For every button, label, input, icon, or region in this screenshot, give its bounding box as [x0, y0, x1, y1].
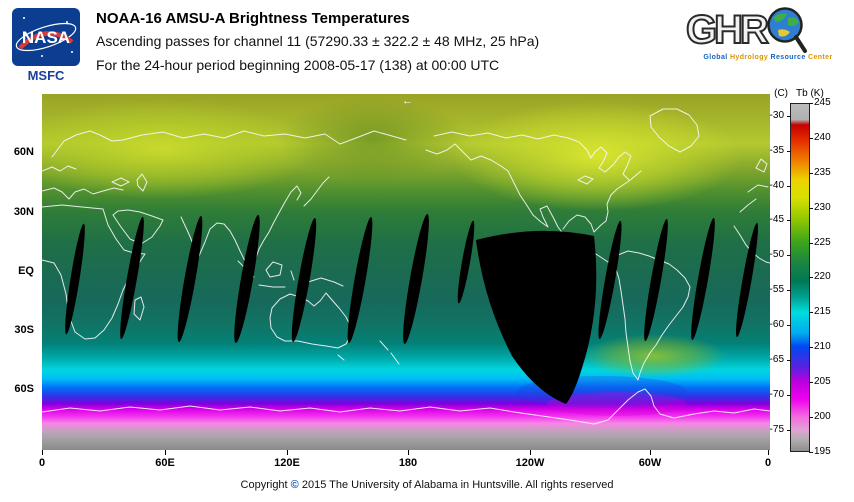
- celsius-tick-label: -50: [754, 249, 791, 260]
- nasa-logo: NASA: [12, 8, 80, 71]
- page-title: NOAA-16 AMSU-A Brightness Temperatures: [96, 10, 410, 27]
- coastlines: [41, 108, 771, 425]
- kelvin-tick-label: 235: [809, 167, 844, 178]
- ghrc-caption: Global Hydrology Resource Center: [686, 54, 850, 61]
- ghrc-caption-word: Resource: [770, 54, 806, 61]
- celsius-tick-label: -75: [754, 424, 791, 435]
- lat-tick-label: 30N: [13, 206, 34, 218]
- celsius-tick-label: -35: [754, 145, 791, 156]
- large-missing-swath: [476, 230, 597, 404]
- lon-tick-label: 60W: [638, 457, 662, 469]
- brightness-temperature-map: ←: [7, 94, 771, 450]
- lon-tick-label: 60E: [155, 457, 175, 469]
- lon-tick-label: 180: [398, 457, 418, 469]
- colorbar-celsius-header: (C): [774, 88, 788, 99]
- lon-tick-mark: [650, 450, 651, 455]
- kelvin-tick-label: 205: [809, 376, 844, 387]
- copyright-symbol: ©: [290, 479, 299, 491]
- period-line: For the 24-hour period beginning 2008-05…: [96, 57, 500, 73]
- world-map: ←: [7, 94, 771, 450]
- lon-tick-label: 120E: [274, 457, 300, 469]
- celsius-tick-label: -40: [754, 180, 791, 191]
- celsius-tick-label: -30: [754, 110, 791, 121]
- copyright-line: Copyright © 2015 The University of Alaba…: [0, 479, 854, 491]
- temperature-field: [7, 94, 770, 450]
- colorbar-kelvin-header: Tb (K): [796, 88, 824, 99]
- kelvin-tick-label: 215: [809, 306, 844, 317]
- lon-tick-mark: [165, 450, 166, 455]
- lat-tick-label: EQ: [18, 265, 34, 277]
- kelvin-tick-label: 225: [809, 237, 844, 248]
- ghrc-caption-word: Center: [808, 54, 833, 61]
- ghrc-logo: GHR Global Hydrology Resource Center: [685, 6, 850, 61]
- data-gap-streaks: [65, 213, 759, 404]
- lon-tick-label: 120W: [515, 457, 545, 469]
- kelvin-tick-label: 230: [809, 202, 844, 213]
- kelvin-tick-label: 240: [809, 132, 844, 143]
- lon-tick-label: 0: [764, 457, 772, 469]
- msfc-label: MSFC: [27, 68, 65, 83]
- ghrc-caption-word: Global: [703, 54, 728, 61]
- celsius-tick-label: -65: [754, 354, 791, 365]
- ghrc-logo-row: GHR: [685, 6, 850, 54]
- kelvin-tick-label: 245: [809, 97, 844, 108]
- page-subtitle: Ascending passes for channel 11 (57290.3…: [96, 33, 540, 49]
- copyright-rest: 2015 The University of Alabama in Huntsv…: [298, 479, 614, 491]
- kelvin-tick-label: 200: [809, 411, 844, 422]
- nasa-insignia-icon: NASA: [12, 8, 80, 66]
- lat-tick-label: 60N: [13, 146, 34, 158]
- kelvin-tick-label: 210: [809, 341, 844, 352]
- lon-tick-label: 0: [38, 457, 46, 469]
- kelvin-tick-label: 195: [809, 446, 844, 457]
- kelvin-tick-label: 220: [809, 271, 844, 282]
- lon-tick-mark: [42, 450, 43, 455]
- ghrc-caption-word: Hydrology: [729, 54, 769, 61]
- celsius-tick-label: -45: [754, 214, 791, 225]
- celsius-tick-label: -60: [754, 319, 791, 330]
- lat-tick-label: 60S: [14, 383, 34, 395]
- lon-tick-mark: [287, 450, 288, 455]
- copyright-prefix: Copyright: [240, 479, 291, 491]
- lon-tick-mark: [768, 450, 769, 455]
- lon-tick-mark: [408, 450, 409, 455]
- ghrc-letters: GHR: [685, 7, 770, 53]
- pass-direction-arrow: ←: [402, 95, 413, 107]
- celsius-tick-label: -55: [754, 284, 791, 295]
- lat-tick-label: 30S: [14, 324, 34, 336]
- lon-tick-mark: [530, 450, 531, 455]
- colorbar-gradient: [790, 103, 810, 452]
- celsius-tick-label: -70: [754, 389, 791, 400]
- nasa-logo-text: NASA: [22, 28, 70, 47]
- ghrc-globe-magnifier-icon: [767, 7, 807, 53]
